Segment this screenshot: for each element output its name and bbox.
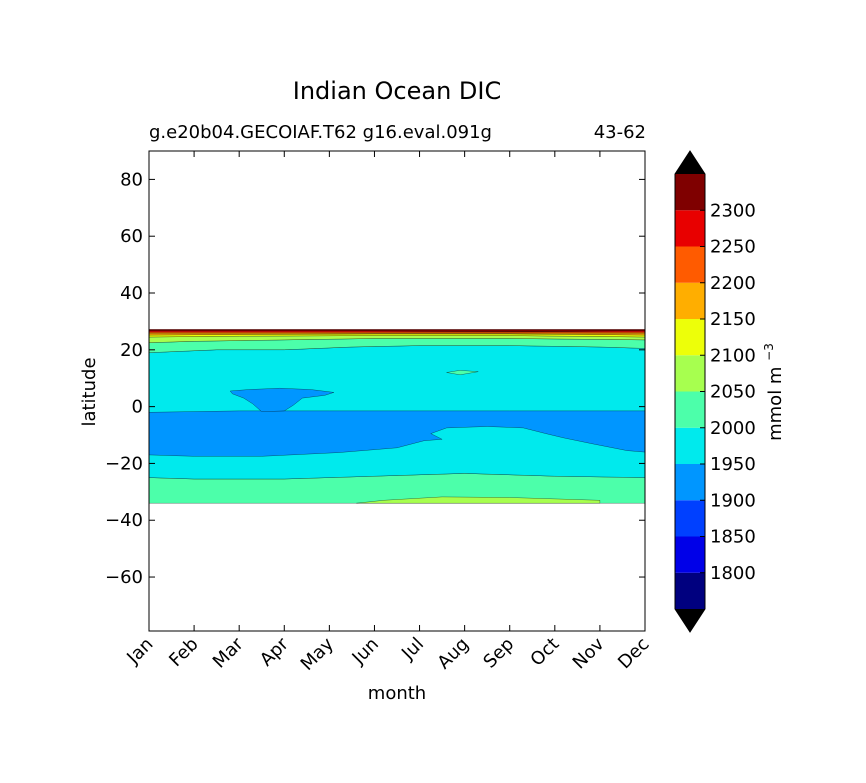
colorbar-extend-low <box>675 609 705 632</box>
colorbar-outline <box>674 150 706 633</box>
y-tick-label: 80 <box>120 169 143 190</box>
contour-region-south-pool-1900 <box>148 410 646 457</box>
y-tick-label: −20 <box>105 453 143 474</box>
colorbar-label-exponent: −3 <box>762 343 776 361</box>
colorbar-swatch <box>675 500 705 537</box>
colorbar-tick-label: 2250 <box>710 237 756 258</box>
contour-region-south-patch-2100 <box>356 496 601 504</box>
x-tick-label: Sep <box>479 634 518 673</box>
colorbar-swatch <box>675 464 705 501</box>
y-tick-label: 0 <box>132 397 143 418</box>
colorbar-label: mmol m −3 <box>762 343 786 441</box>
plot-frame <box>148 150 646 632</box>
x-tick-label: Jul <box>397 634 428 665</box>
contour-region-aug-patch-2000 <box>446 370 479 376</box>
colorbar-swatch <box>675 210 705 247</box>
colorbar-tick-label: 1800 <box>710 563 756 584</box>
colorbar-tick-label: 2300 <box>710 200 756 221</box>
colorbar-swatch <box>675 536 705 573</box>
colorbar-tick-label: 1900 <box>710 490 756 511</box>
x-tick-label: Jan <box>122 634 157 669</box>
x-tick-label: Jun <box>348 634 383 669</box>
colorbar-tick-label: 2150 <box>710 309 756 330</box>
x-tick-label: May <box>297 633 338 674</box>
colorbar-swatch <box>675 246 705 283</box>
contour-region-north-band-2300 <box>148 329 646 332</box>
y-axis-label: latitude <box>79 357 100 426</box>
contour-region-north-pool-1900 <box>229 387 334 412</box>
colorbar-swatch <box>675 391 705 428</box>
chart-title: Indian Ocean DIC <box>293 77 501 105</box>
y-axis: 80 60 40 20 0 −20 −40 −60 <box>105 169 645 588</box>
colorbar-label-unit: mmol m <box>765 367 786 441</box>
colorbar-tick-label: 1850 <box>710 527 756 548</box>
colorbar-tick-label: 1950 <box>710 454 756 475</box>
y-tick-label: −60 <box>105 567 143 588</box>
colorbar-swatch <box>675 572 705 609</box>
colorbar-tick-label: 2100 <box>710 345 756 366</box>
colorbar-tick-label: 2000 <box>710 418 756 439</box>
x-tick-label: Nov <box>569 633 609 673</box>
x-tick-label: Oct <box>526 634 563 671</box>
x-tick-label: Dec <box>614 634 653 673</box>
colorbar-swatch <box>675 282 705 319</box>
x-tick-label: Apr <box>256 633 293 670</box>
colorbar-swatch <box>675 427 705 464</box>
chart-subtitle-left: g.e20b04.GECOIAF.T62 g16.eval.091g <box>149 122 492 143</box>
x-tick-label: Aug <box>433 634 473 674</box>
colorbar-tick-label: 2050 <box>710 382 756 403</box>
colorbar-swatch <box>675 319 705 356</box>
colorbar: 1800 1850 1900 1950 2000 2050 2100 2150 2200 2250… <box>674 150 756 633</box>
y-tick-label: −40 <box>105 510 143 531</box>
contour-fills <box>148 329 646 504</box>
x-tick-label: Mar <box>209 633 248 672</box>
chart-subtitle-right: 43-62 <box>594 122 646 143</box>
y-tick-label: 20 <box>120 340 143 361</box>
colorbar-tick-label: 2200 <box>710 273 756 294</box>
colorbar-swatch <box>675 174 705 211</box>
x-tick-label: Feb <box>165 634 202 671</box>
x-axis-label: month <box>368 683 426 704</box>
colorbar-extend-high <box>675 151 705 174</box>
y-tick-label: 60 <box>120 226 143 247</box>
y-tick-label: 40 <box>120 283 143 304</box>
colorbar-swatch <box>675 355 705 392</box>
